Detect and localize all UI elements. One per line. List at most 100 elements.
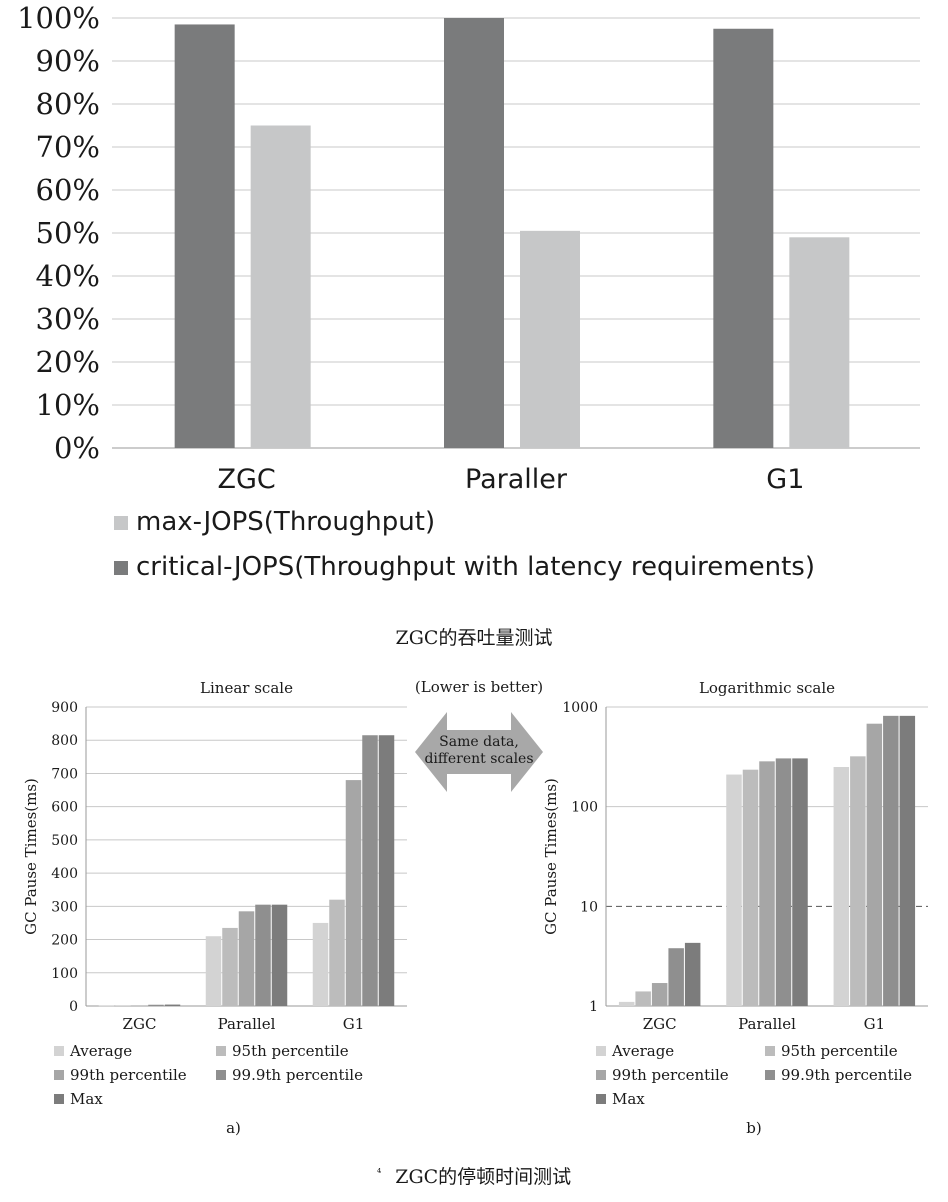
x-tick-label: G1 [864, 1015, 886, 1033]
y-tick-label: 80% [36, 87, 100, 121]
bar-max-jops [520, 230, 580, 448]
bar-99-9th-percentile [883, 715, 899, 1006]
y-tick-label: 200 [51, 933, 78, 949]
legend-label: Average [611, 1042, 674, 1060]
bar-99-9th-percentile [255, 904, 271, 1006]
x-tick-label: G1 [766, 464, 804, 495]
bar-99th-percentile [759, 761, 775, 1006]
legend-label: Average [69, 1042, 132, 1060]
y-tick-label: 100% [17, 1, 100, 35]
bar-max [271, 904, 288, 1006]
bar-critical-jops [174, 24, 235, 448]
pause-time-caption: ⁴ ZGC的停顿时间测试 [0, 1162, 948, 1189]
y-tick-label: 400 [51, 866, 78, 882]
bar-max [684, 942, 701, 1006]
legend-label: Max [70, 1090, 103, 1108]
bar-average [726, 774, 742, 1006]
bar-max [792, 758, 808, 1006]
bar-critical-jops [713, 28, 774, 448]
y-tick-label: 800 [51, 733, 78, 749]
bar-99th-percentile [651, 983, 668, 1006]
bar-95th-percentile [115, 1005, 131, 1007]
logarithmic-scale-chart: 1 10 100 1000 Logarithmic scale GC Pause Time… [542, 679, 928, 1137]
legend-label: Max [612, 1090, 645, 1108]
chart-title: Logarithmic scale [699, 679, 835, 697]
double-arrow-icon [415, 712, 543, 792]
legend-swatch [596, 1070, 606, 1080]
legend-swatch [216, 1070, 226, 1080]
x-tick-label: Parallel [738, 1015, 796, 1033]
bar-95th-percentile [329, 899, 345, 1006]
y-tick-label: 20% [36, 345, 100, 379]
bar-max [164, 1004, 181, 1006]
x-tick-label: ZGC [218, 464, 276, 495]
y-tick-label: 10% [36, 388, 100, 422]
legend-swatch [765, 1046, 775, 1056]
y-tick-label: 10 [580, 899, 598, 915]
legend-label: 99.9th percentile [781, 1066, 912, 1084]
legend-swatch [54, 1070, 64, 1080]
legend-swatch [765, 1070, 775, 1080]
x-tick-label: Paraller [465, 464, 568, 495]
bar-average [205, 936, 222, 1006]
arrow-text-line-2: different scales [424, 751, 533, 767]
y-tick-label: 90% [36, 44, 100, 78]
legend-swatch [596, 1046, 606, 1056]
legend-swatch [114, 561, 128, 575]
legend-label: max-JOPS(Throughput) [136, 507, 435, 537]
bar-average [833, 767, 850, 1006]
chart-title: Linear scale [200, 679, 293, 697]
bar-99-9th-percentile [775, 758, 792, 1006]
x-tick-label: Parallel [218, 1015, 276, 1033]
bar-average [312, 922, 329, 1006]
legend-swatch [114, 516, 128, 530]
linear-scale-chart: 0 100 200 300 400 500 600 700 800 900 Linear scale… [22, 679, 407, 1137]
bar-critical-jops [444, 18, 504, 448]
x-tick-label: G1 [343, 1015, 365, 1033]
legend-swatch [54, 1046, 64, 1056]
bar-max [378, 735, 395, 1006]
bar-max [899, 715, 916, 1006]
bar-99th-percentile [131, 1005, 148, 1006]
y-tick-label: 300 [51, 899, 78, 915]
y-tick-label: 500 [51, 833, 78, 849]
bar-95th-percentile [742, 769, 759, 1006]
y-tick-label: 600 [51, 800, 78, 816]
middle-annotation: (Lower is better) Same data, different s… [415, 678, 543, 792]
y-tick-label: 1 [589, 999, 598, 1015]
legend-label: 99th percentile [70, 1066, 187, 1084]
bar-average [618, 1001, 635, 1006]
bar-99-9th-percentile [148, 1004, 164, 1006]
y-tick-label: 30% [36, 302, 100, 336]
bar-99th-percentile [866, 723, 883, 1006]
y-tick-label: 70% [36, 130, 100, 164]
legend-label: 95th percentile [232, 1042, 349, 1060]
bar-99th-percentile [345, 780, 362, 1006]
throughput-chart: 0% 10% 20% 30% 40% 50% 60% 70% 80% 90% 100% ZGC Para… [17, 1, 920, 582]
legend-swatch [54, 1094, 64, 1104]
bar-99-9th-percentile [668, 948, 684, 1006]
lower-is-better-note: (Lower is better) [415, 678, 543, 696]
bar-95th-percentile [850, 756, 866, 1006]
subfigure-label: b) [746, 1119, 761, 1137]
bar-max-jops [250, 125, 311, 448]
y-tick-label: 1000 [562, 700, 598, 716]
y-tick-label: 0 [69, 999, 78, 1015]
pause-time-caption-text: ZGC的停顿时间测试 [395, 1166, 572, 1188]
y-tick-label: 50% [36, 216, 100, 250]
subfigure-label: a) [226, 1119, 241, 1137]
bar-95th-percentile [222, 927, 238, 1006]
bar-average [98, 1005, 115, 1007]
arrow-text-line-1: Same data, [439, 734, 519, 750]
y-tick-label: 100 [51, 966, 78, 982]
y-tick-label: 100 [571, 800, 598, 816]
bar-99th-percentile [238, 911, 255, 1006]
legend-label: critical-JOPS(Throughput with latency re… [136, 552, 815, 582]
y-tick-label: 700 [51, 766, 78, 782]
legend-label: 99th percentile [612, 1066, 729, 1084]
y-axis-label: GC Pause Times(ms) [22, 778, 40, 935]
bar-99-9th-percentile [362, 735, 378, 1006]
legend-label: 99.9th percentile [232, 1066, 363, 1084]
caption-mark: ⁴ [376, 1165, 382, 1179]
